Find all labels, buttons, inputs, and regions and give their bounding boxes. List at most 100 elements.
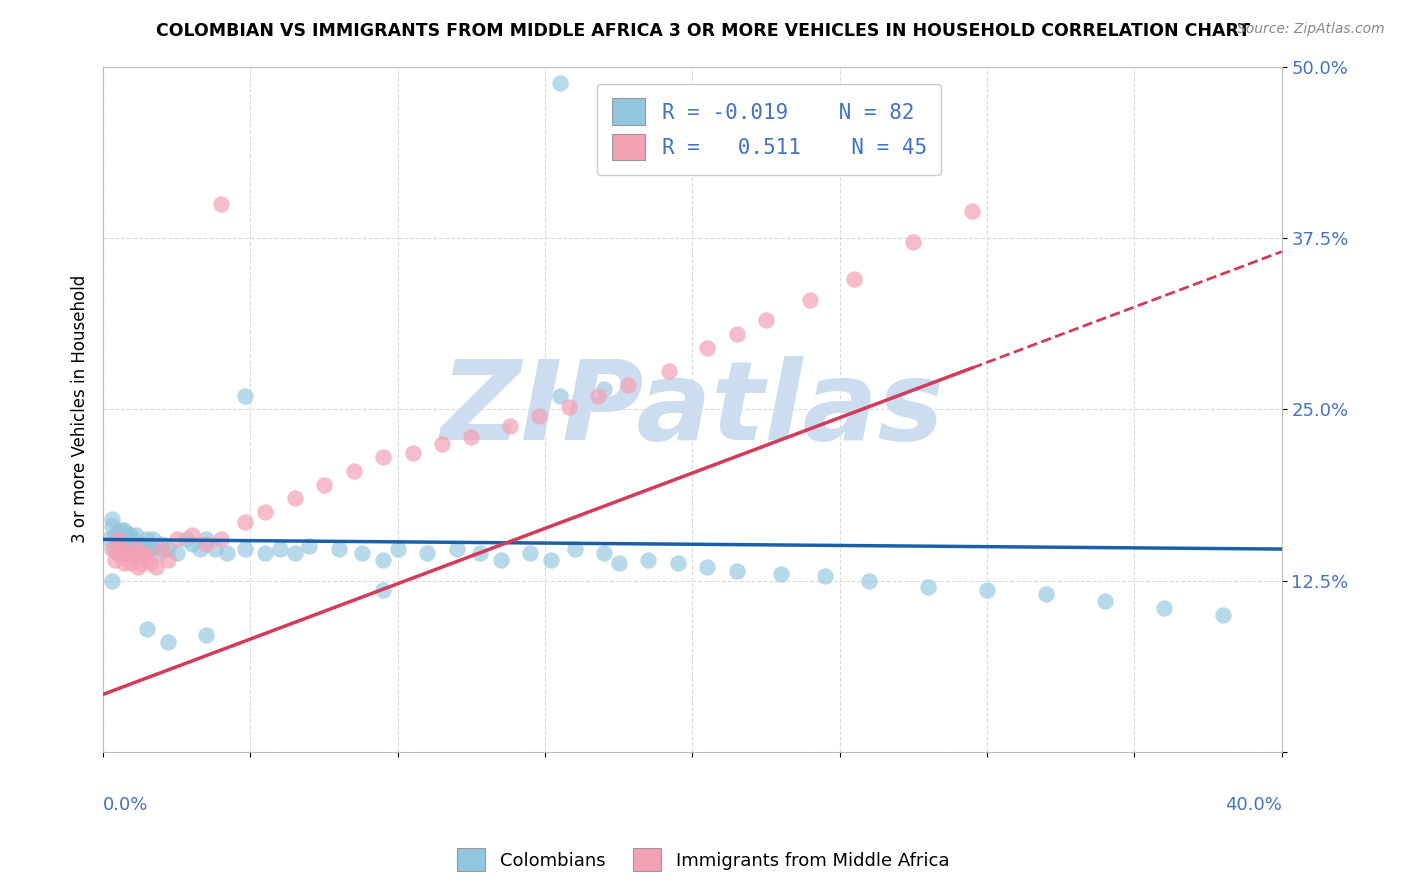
Point <box>104 553 127 567</box>
Legend: Colombians, Immigrants from Middle Africa: Colombians, Immigrants from Middle Afric… <box>450 841 956 879</box>
Point <box>150 542 173 557</box>
Point <box>1212 607 1234 622</box>
Point <box>769 566 792 581</box>
Point <box>136 550 159 565</box>
Point <box>416 546 439 560</box>
Point <box>903 117 925 131</box>
Point <box>917 581 939 595</box>
Point <box>499 418 522 433</box>
Point <box>145 560 167 574</box>
Point <box>858 574 880 588</box>
Point <box>118 546 141 560</box>
Point <box>489 553 512 567</box>
Point <box>118 556 141 570</box>
Point <box>118 528 141 542</box>
Point <box>548 76 571 90</box>
Point <box>284 546 307 560</box>
Point <box>209 196 232 211</box>
Point <box>352 546 374 560</box>
Point <box>104 528 127 542</box>
Point <box>254 546 277 560</box>
Point <box>107 546 129 560</box>
Point <box>166 533 188 547</box>
Point <box>1153 601 1175 615</box>
Point <box>195 536 218 550</box>
Point <box>540 553 562 567</box>
Point <box>174 533 197 547</box>
Point <box>658 364 681 378</box>
Point <box>616 377 638 392</box>
Point <box>1094 594 1116 608</box>
Point <box>1035 587 1057 601</box>
Point <box>98 533 121 547</box>
Point <box>150 536 173 550</box>
Point <box>233 388 256 402</box>
Point <box>148 546 170 560</box>
Point <box>121 546 143 560</box>
Text: Source: ZipAtlas.com: Source: ZipAtlas.com <box>1237 22 1385 37</box>
Point <box>180 528 202 542</box>
Point <box>328 542 350 557</box>
Point <box>136 622 159 636</box>
Point <box>107 533 129 547</box>
Point <box>233 515 256 529</box>
Point <box>962 203 984 218</box>
Point <box>115 546 138 560</box>
Point <box>548 388 571 402</box>
Point <box>755 313 778 327</box>
Point <box>134 546 156 560</box>
Point <box>101 574 124 588</box>
Point <box>342 464 364 478</box>
Point <box>180 536 202 550</box>
Point <box>121 533 143 547</box>
Point <box>529 409 551 423</box>
Point <box>637 553 659 567</box>
Point <box>124 542 146 557</box>
Point <box>156 635 179 649</box>
Point <box>401 446 423 460</box>
Point <box>387 542 409 557</box>
Point <box>110 542 132 557</box>
Point <box>195 628 218 642</box>
Point <box>139 556 162 570</box>
Text: COLOMBIAN VS IMMIGRANTS FROM MIDDLE AFRICA 3 OR MORE VEHICLES IN HOUSEHOLD CORRE: COLOMBIAN VS IMMIGRANTS FROM MIDDLE AFRI… <box>156 22 1250 40</box>
Point <box>131 536 153 550</box>
Point <box>110 536 132 550</box>
Point <box>145 539 167 553</box>
Point <box>233 542 256 557</box>
Point <box>112 533 135 547</box>
Point <box>115 525 138 540</box>
Point <box>269 542 291 557</box>
Point <box>107 525 129 540</box>
Y-axis label: 3 or more Vehicles in Household: 3 or more Vehicles in Household <box>72 275 89 543</box>
Point <box>586 388 609 402</box>
Point <box>371 583 394 598</box>
Point <box>593 382 616 396</box>
Point <box>903 235 925 249</box>
Point <box>134 542 156 557</box>
Point <box>156 553 179 567</box>
Point <box>666 556 689 570</box>
Point <box>371 450 394 465</box>
Point <box>101 512 124 526</box>
Point <box>844 272 866 286</box>
Point <box>799 293 821 307</box>
Point <box>131 556 153 570</box>
Point <box>136 533 159 547</box>
Point <box>107 533 129 547</box>
Point <box>314 477 336 491</box>
Point <box>976 583 998 598</box>
Point <box>215 546 238 560</box>
Point <box>104 542 127 557</box>
Point <box>371 553 394 567</box>
Point <box>564 542 586 557</box>
Point <box>696 560 718 574</box>
Point <box>166 546 188 560</box>
Point <box>204 542 226 557</box>
Point <box>142 533 165 547</box>
Point <box>139 542 162 557</box>
Point <box>118 539 141 553</box>
Point <box>557 400 579 414</box>
Point <box>156 542 179 557</box>
Point <box>115 533 138 547</box>
